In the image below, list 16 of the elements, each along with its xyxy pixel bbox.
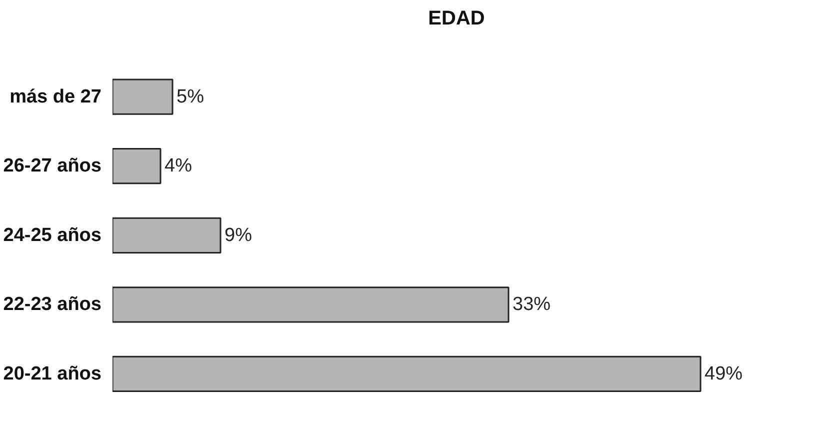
y-tick-label: 26-27 años — [3, 156, 102, 177]
bar — [112, 78, 174, 115]
bar — [112, 286, 510, 323]
bar — [112, 148, 162, 184]
y-tick-label: 20-21 años — [3, 363, 102, 384]
data-label: 49% — [704, 363, 743, 384]
bar — [112, 356, 702, 392]
data-label: 9% — [224, 224, 252, 246]
data-label: 33% — [512, 294, 551, 316]
chart-title: EDAD — [428, 8, 485, 30]
data-label: 5% — [176, 86, 204, 108]
y-tick-label: 24-25 años — [3, 224, 102, 246]
y-tick-label: 22-23 años — [3, 294, 102, 316]
bar — [112, 217, 222, 254]
data-label: 4% — [164, 156, 192, 177]
y-tick-label: más de 27 — [10, 86, 102, 108]
